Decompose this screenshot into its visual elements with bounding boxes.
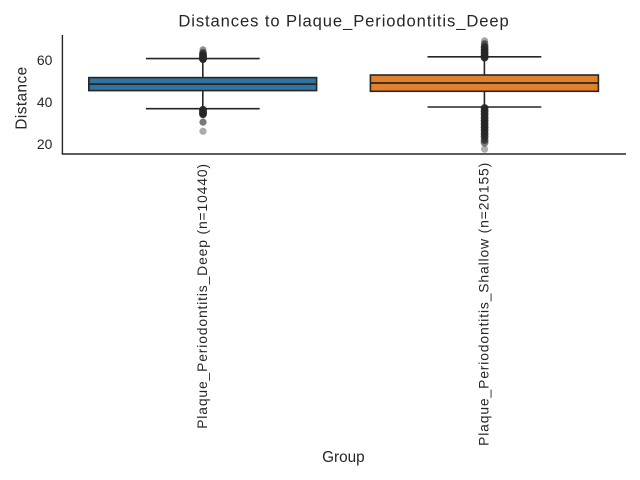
svg-text:20: 20 [37, 136, 53, 152]
svg-text:Plaque_Periodontitis_Deep (n=1: Plaque_Periodontitis_Deep (n=10440) [194, 163, 210, 429]
svg-text:Distances to Plaque_Periodonti: Distances to Plaque_Periodontitis_Deep [178, 12, 509, 31]
svg-text:Plaque_Periodontitis_Shallow (: Plaque_Periodontitis_Shallow (n=20155) [476, 162, 492, 446]
svg-text:Group: Group [322, 449, 365, 466]
svg-text:40: 40 [37, 94, 53, 110]
svg-text:60: 60 [37, 52, 53, 68]
svg-text:Distance: Distance [14, 66, 31, 129]
